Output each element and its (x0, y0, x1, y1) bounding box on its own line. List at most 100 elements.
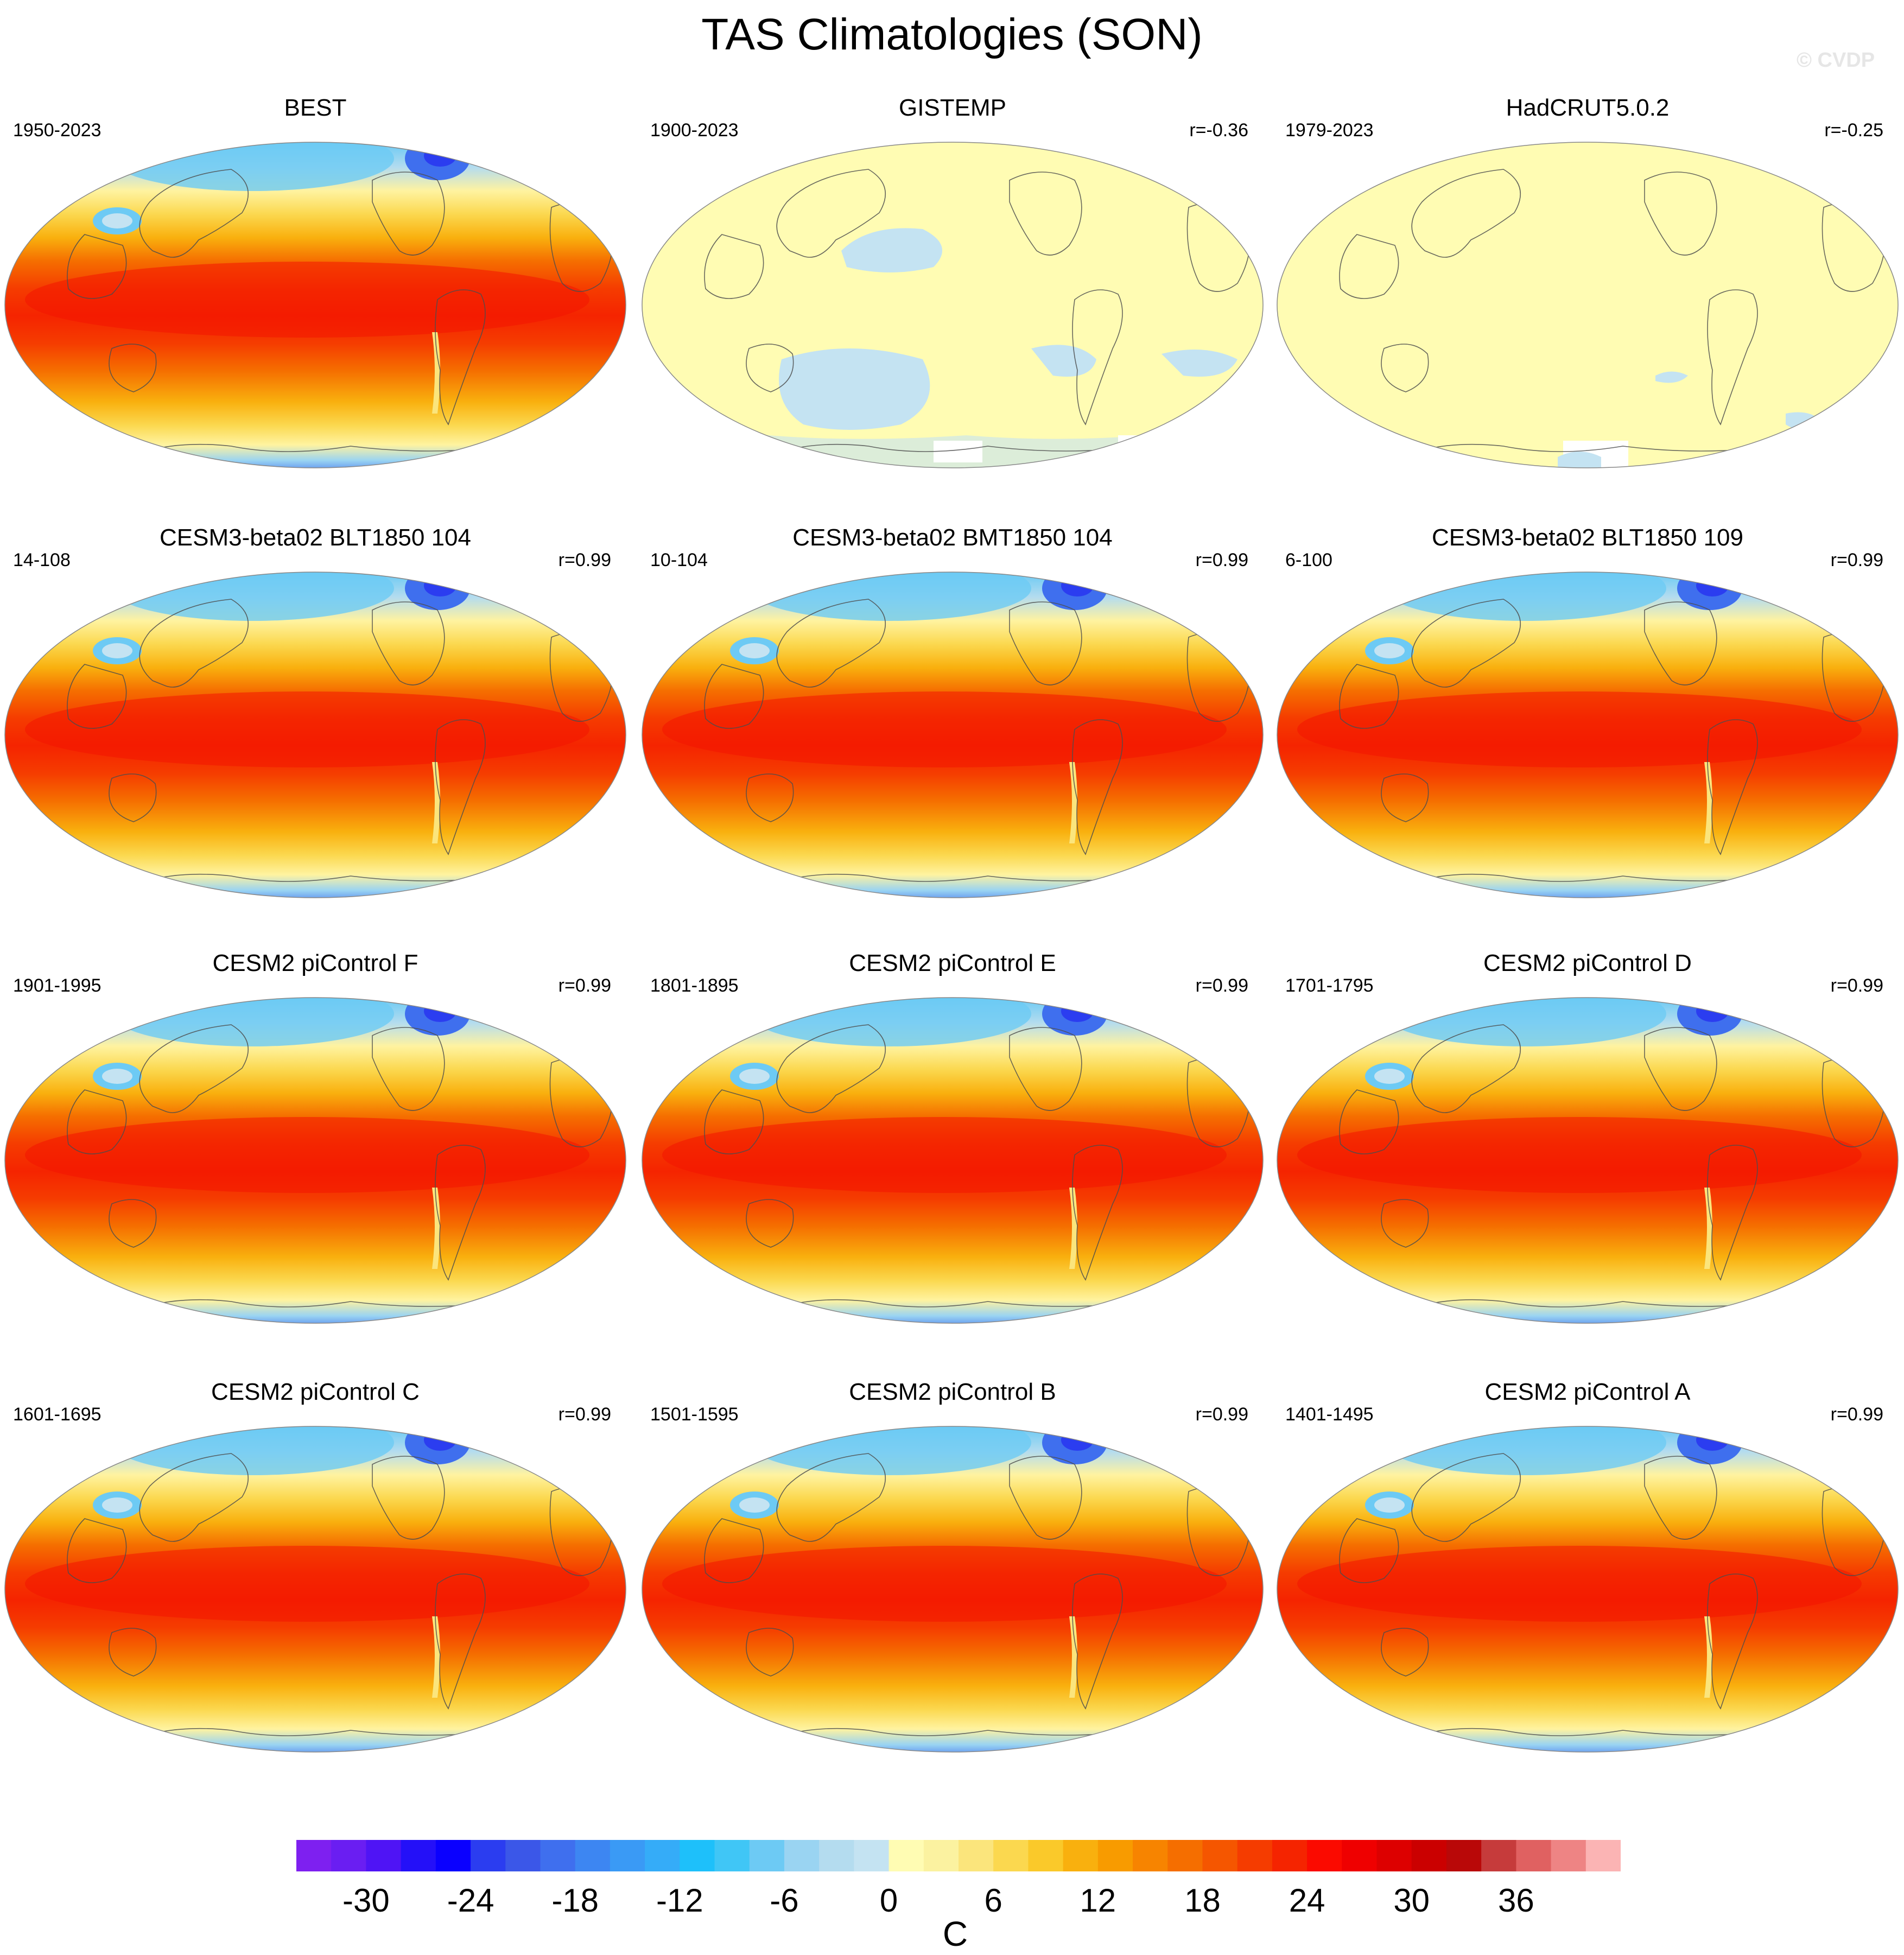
colorbar-swatch (959, 1840, 994, 1871)
panel-correlation: r=-0.36 (1189, 120, 1248, 141)
panel-correlation: r=0.99 (1195, 975, 1248, 996)
colorbar-swatch (1551, 1840, 1586, 1871)
map-panel-cesm2-picontrol-d: CESM2 piControl D 1701-1795 r=0.99 (1275, 950, 1900, 1373)
colorbar-swatch (1097, 1840, 1133, 1871)
colorbar-tick-label: 0 (880, 1882, 898, 1916)
colorbar-tick-label: 18 (1184, 1882, 1221, 1916)
colorbar-swatch (471, 1840, 506, 1871)
world-map (1277, 572, 1899, 898)
colorbar-tick-label: -18 (551, 1882, 599, 1916)
world-map (4, 1426, 626, 1753)
figure-title: TAS Climatologies (SON) (701, 10, 1203, 59)
panel-title: HadCRUT5.0.2 (1506, 94, 1670, 121)
colorbar-swatch (505, 1840, 541, 1871)
world-map (4, 142, 626, 468)
panel-correlation: r=0.99 (1195, 1404, 1248, 1425)
colorbar-swatch (784, 1840, 820, 1871)
colorbar-tick-label: -6 (770, 1882, 798, 1916)
colorbar-swatch (923, 1840, 959, 1871)
map-panel-gistemp: GISTEMP 1900-2023 r=-0.36 (640, 94, 1265, 518)
colorbar-swatch (854, 1840, 890, 1871)
panel-title: CESM3-beta02 BMT1850 104 (792, 524, 1113, 551)
colorbar-swatch (1342, 1840, 1378, 1871)
colorbar-swatch (714, 1840, 750, 1871)
colorbar-swatch (680, 1840, 715, 1871)
map-panel-cesm2-picontrol-b: CESM2 piControl B 1501-1595 r=0.99 (640, 1379, 1265, 1802)
colorbar-swatch (1133, 1840, 1168, 1871)
panel-title: BEST (284, 94, 347, 121)
colorbar-swatch (1411, 1840, 1447, 1871)
panel-correlation: r=0.99 (558, 975, 611, 996)
map-panel-cesm2-picontrol-f: CESM2 piControl F 1901-1995 r=0.99 (3, 950, 627, 1373)
panel-title: CESM2 piControl B (849, 1379, 1056, 1405)
world-map (4, 997, 626, 1324)
panel-period: 14-108 (13, 550, 71, 570)
colorbar-tick-label: -30 (342, 1882, 390, 1916)
panel-period: 1401-1495 (1285, 1404, 1374, 1425)
colorbar-swatch (1167, 1840, 1203, 1871)
panel-title: CESM2 piControl C (211, 1379, 420, 1405)
panel-period: 1900-2023 (650, 120, 739, 141)
map-panel-cesm2-picontrol-e: CESM2 piControl E 1801-1895 r=0.99 (640, 950, 1265, 1373)
panel-period: 1801-1895 (650, 975, 739, 996)
colorbar-tick-label: 12 (1080, 1882, 1116, 1916)
colorbar-swatch (435, 1840, 471, 1871)
colorbar-swatch (1481, 1840, 1516, 1871)
panel-correlation: r=0.99 (1830, 975, 1883, 996)
panel-correlation: r=0.99 (558, 550, 611, 570)
cvdp-watermark: © CVDP (1797, 49, 1875, 72)
colorbar-swatch (401, 1840, 436, 1871)
colorbar-swatch (1028, 1840, 1064, 1871)
panel-period: 1501-1595 (650, 1404, 739, 1425)
map-panel-cesm3-bmt1850-104: CESM3-beta02 BMT1850 104 10-104 r=0.99 (640, 524, 1265, 948)
map-panel-hadcrut: HadCRUT5.0.2 1979-2023 r=-0.25 (1275, 94, 1900, 518)
colorbar-unit-label: C (942, 1914, 968, 1953)
panel-period: 1950-2023 (13, 120, 101, 141)
colorbar-swatch (1446, 1840, 1482, 1871)
colorbar-swatch (1376, 1840, 1412, 1871)
panel-correlation: r=0.99 (1830, 550, 1883, 570)
colorbar-tick-label: -12 (656, 1882, 703, 1916)
map-panel-cesm2-picontrol-a: CESM2 piControl A 1401-1495 r=0.99 (1275, 1379, 1900, 1802)
panel-period: 1701-1795 (1285, 975, 1374, 996)
panel-period: 10-104 (650, 550, 708, 570)
panel-title: CESM2 piControl A (1484, 1379, 1691, 1405)
colorbar-swatch (749, 1840, 785, 1871)
panel-title: CESM2 piControl D (1483, 950, 1692, 976)
colorbar-swatch (331, 1840, 367, 1871)
panel-title: GISTEMP (898, 94, 1007, 121)
world-map (1277, 142, 1899, 468)
map-panel-cesm2-picontrol-c: CESM2 piControl C 1601-1695 r=0.99 (3, 1379, 627, 1802)
colorbar-tick-label: -24 (447, 1882, 494, 1916)
world-map (642, 1426, 1264, 1753)
colorbar-tick-label: 6 (985, 1882, 1002, 1916)
world-map (1277, 997, 1899, 1324)
panel-correlation: r=0.99 (558, 1404, 611, 1425)
map-panel-best: BEST 1950-2023 (3, 94, 627, 518)
colorbar-swatch (1063, 1840, 1099, 1871)
colorbar-swatch (1272, 1840, 1308, 1871)
world-map (642, 997, 1264, 1324)
panel-period: 1901-1995 (13, 975, 101, 996)
world-map (1277, 1426, 1899, 1753)
colorbar-swatch (819, 1840, 854, 1871)
map-panel-cesm3-blt1850-109: CESM3-beta02 BLT1850 109 6-100 r=0.99 (1275, 524, 1900, 948)
panel-correlation: r=0.99 (1830, 1404, 1883, 1425)
colorbar-swatch (1237, 1840, 1273, 1871)
panel-period: 1979-2023 (1285, 120, 1374, 141)
world-map (4, 572, 626, 898)
world-map (642, 142, 1264, 468)
colorbar-swatch (1202, 1840, 1238, 1871)
panel-correlation: r=-0.25 (1824, 120, 1883, 141)
panel-title: CESM3-beta02 BLT1850 104 (160, 524, 471, 551)
panel-correlation: r=0.99 (1195, 550, 1248, 570)
colorbar-tick-label: 30 (1393, 1882, 1430, 1916)
colorbar-swatch (540, 1840, 576, 1871)
world-map (642, 572, 1264, 898)
colorbar-swatch (1516, 1840, 1552, 1871)
colorbar-swatch (610, 1840, 645, 1871)
panel-title: CESM2 piControl F (212, 950, 418, 976)
panel-title: CESM3-beta02 BLT1850 109 (1432, 524, 1743, 551)
panel-period: 1601-1695 (13, 1404, 101, 1425)
colorbar-swatch (645, 1840, 680, 1871)
